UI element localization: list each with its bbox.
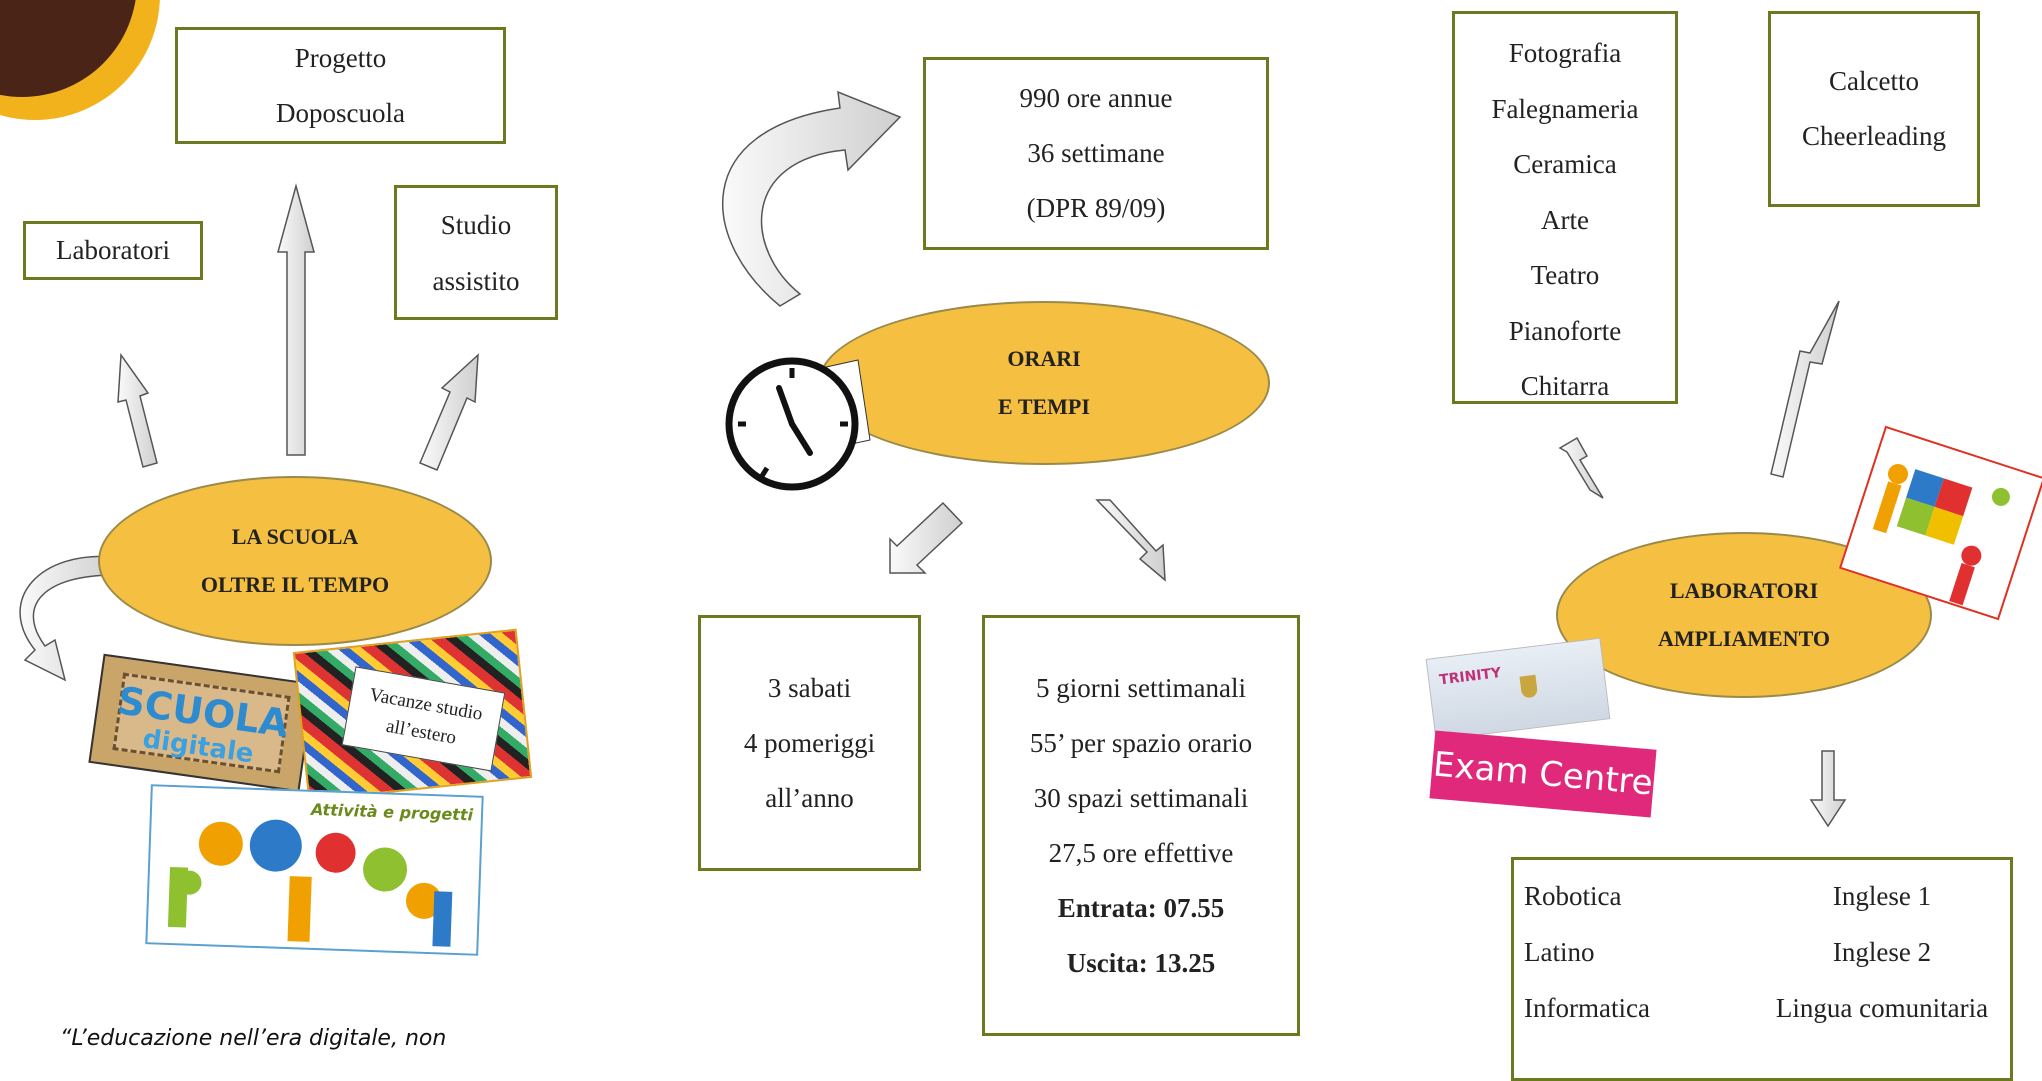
progetto-line-1: Progetto: [294, 42, 387, 73]
orari-ellipse-line-1: ORARI: [1007, 346, 1081, 371]
corso-robotica: Robotica: [1524, 881, 1622, 911]
studio-line-2: assistito: [432, 265, 520, 296]
entrata-time: Entrata: 07.55: [1057, 892, 1225, 923]
scuola-ellipse-line-1: LA SCUOLA: [231, 524, 359, 549]
ellipse-scuola-oltre-il-tempo: LA SCUOLA OLTRE IL TEMPO: [98, 476, 492, 646]
arrow-down-corsi: [1809, 750, 1847, 828]
box-corsi: Robotica Inglese 1 Latino Inglese 2 Info…: [1511, 857, 2013, 1081]
corsi-row-1: Robotica Inglese 1: [1514, 868, 2010, 924]
vacanze-label: Vacanze studio all’estero: [341, 666, 506, 772]
box-attivita-laboratori: Fotografia Falegnameria Ceramica Arte Te…: [1452, 11, 1678, 404]
studio-line-1: Studio: [440, 209, 512, 240]
puzzle-illustration: [1872, 464, 2010, 606]
ellipse-orari-e-tempi: ORARI E TEMPI: [818, 301, 1270, 465]
arrow-down-right: [1095, 499, 1166, 582]
ore-line-3: (DPR 89/09): [1026, 193, 1166, 223]
box-laboratori: Laboratori: [23, 221, 203, 280]
box-progetto-doposcuola: Progetto Doposcuola: [175, 27, 506, 144]
attivita-teatro: Teatro: [1530, 260, 1600, 290]
corner-decoration: [0, 0, 160, 120]
corso-lingua-comunitaria: Lingua comunitaria: [1775, 993, 1989, 1023]
box-ore-annue: 990 ore annue 36 settimane (DPR 89/09): [923, 57, 1269, 250]
sabati-line-2: 4 pomeriggi: [743, 727, 876, 758]
attivita-progetti-image: Attività e progetti: [145, 784, 484, 956]
corsi-row-2: Latino Inglese 2: [1514, 924, 2010, 980]
corso-latino: Latino: [1524, 937, 1595, 967]
arrow-down-left: [889, 501, 964, 574]
corsi-row-3: Informatica Lingua comunitaria: [1514, 980, 2010, 1036]
progetto-line-2: Doposcuola: [276, 97, 405, 128]
ampliamento-ellipse-line-1: LABORATORI: [1669, 578, 1819, 603]
sport-cheerleading: Cheerleading: [1802, 121, 1946, 151]
box-sabati: 3 sabati 4 pomeriggi all’anno: [698, 615, 921, 871]
arrow-up-progetto: [277, 183, 315, 456]
attivita-fotografia: Fotografia: [1508, 38, 1622, 68]
attivita-falegnameria: Falegnameria: [1491, 93, 1639, 124]
puzzle-team-image: [1838, 425, 2042, 621]
ore-line-1: 990 ore annue: [1019, 83, 1173, 113]
arrow-up-sport: [1770, 300, 1840, 478]
corso-inglese-2: Inglese 2: [1832, 937, 1932, 967]
gears-illustration: [167, 819, 453, 947]
sabati-line-1: 3 sabati: [767, 672, 852, 703]
attivita-arte: Arte: [1541, 204, 1589, 235]
arrow-up-studio: [419, 353, 479, 471]
giorni-line-4: 27,5 ore effettive: [1048, 837, 1234, 868]
box-sport: Calcetto Cheerleading: [1768, 11, 1980, 207]
curved-arrow-left: [19, 555, 116, 682]
vacanze-studio-image: Vacanze studio all’estero: [292, 628, 533, 802]
orari-ellipse-line-2: E TEMPI: [998, 394, 1090, 419]
box-giorni-settimanali: 5 giorni settimanali 55’ per spazio orar…: [982, 615, 1300, 1036]
giorni-line-2: 55’ per spazio orario: [1029, 727, 1253, 758]
giorni-line-1: 5 giorni settimanali: [1036, 672, 1246, 703]
ore-line-2: 36 settimane: [1027, 138, 1165, 168]
curved-arrow-top: [721, 90, 902, 307]
sport-calcetto: Calcetto: [1829, 66, 1919, 96]
exam-centre-text: Exam Centre: [1431, 744, 1655, 804]
ampliamento-ellipse-line-2: AMPLIAMENTO: [1658, 626, 1830, 651]
giorni-line-3: 30 spazi settimanali: [1033, 782, 1249, 813]
attivita-pianoforte: Pianoforte: [1508, 315, 1622, 346]
quote-text: “L’educazione nell’era digitale, non: [60, 1026, 447, 1051]
uscita-time: Uscita: 13.25: [1066, 947, 1216, 978]
trinity-crest: [1519, 674, 1539, 699]
corso-inglese-1: Inglese 1: [1832, 881, 1932, 911]
scuola-ellipse-line-2: OLTRE IL TEMPO: [200, 572, 390, 597]
sabati-line-3: all’anno: [765, 782, 854, 813]
attivita-ceramica: Ceramica: [1513, 149, 1617, 179]
arrow-up-attivita: [1558, 436, 1604, 499]
arrow-up-laboratori: [117, 352, 158, 468]
attivita-chitarra: Chitarra: [1520, 371, 1610, 401]
box-studio-assistito: Studio assistito: [394, 185, 558, 320]
laboratori-label: Laboratori: [56, 235, 170, 265]
trinity-logo: TRINITY: [1438, 665, 1503, 689]
corso-informatica: Informatica: [1524, 993, 1650, 1023]
